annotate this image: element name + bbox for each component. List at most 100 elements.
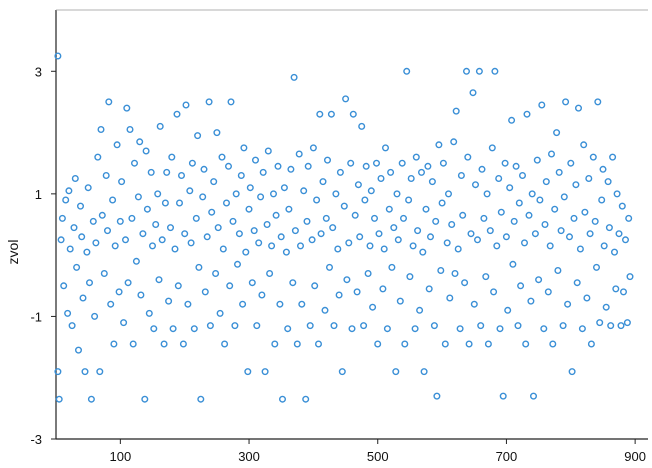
data-point [348, 325, 356, 333]
data-point [105, 98, 113, 106]
data-point [593, 263, 601, 271]
x-tick-label: 500 [367, 449, 389, 464]
data-point [64, 309, 72, 317]
data-point [557, 227, 565, 235]
data-point [564, 300, 572, 308]
data-point [199, 193, 207, 201]
data-point [422, 205, 430, 213]
data-point [570, 214, 578, 222]
data-point [478, 165, 486, 173]
data-point [316, 110, 324, 118]
data-point [480, 214, 488, 222]
data-point [213, 129, 221, 137]
data-point [169, 325, 177, 333]
data-point [68, 322, 76, 330]
data-point [380, 245, 388, 253]
data-point [450, 138, 458, 146]
data-point [390, 224, 398, 232]
data-point [360, 322, 368, 330]
data-point [66, 245, 74, 253]
data-point [620, 288, 628, 296]
data-point [285, 205, 293, 213]
data-point [244, 368, 252, 376]
data-point [160, 340, 168, 348]
data-point [182, 101, 190, 109]
data-point [126, 125, 134, 133]
y-tick-label: 1 [35, 187, 42, 202]
data-point [155, 276, 163, 284]
data-point [321, 306, 329, 314]
data-point [470, 300, 478, 308]
data-point [475, 67, 483, 75]
data-point [461, 279, 469, 287]
data-point [175, 199, 183, 207]
data-point [287, 165, 295, 173]
data-point [284, 325, 292, 333]
data-point [124, 279, 132, 287]
data-point [94, 153, 102, 161]
x-tick-label: 100 [109, 449, 131, 464]
data-point [412, 153, 420, 161]
data-point [427, 233, 435, 241]
data-point [54, 368, 62, 376]
data-point [400, 214, 408, 222]
data-point [441, 340, 449, 348]
data-point [229, 217, 237, 225]
data-point [377, 174, 385, 182]
data-point [371, 214, 379, 222]
data-point [435, 141, 443, 149]
data-point [181, 230, 189, 238]
data-point [70, 224, 78, 232]
data-point [581, 208, 589, 216]
data-point [253, 322, 261, 330]
data-point [364, 270, 372, 278]
data-point [203, 233, 211, 241]
data-point [446, 294, 454, 302]
data-point [150, 325, 158, 333]
data-point [405, 196, 413, 204]
data-point [208, 208, 216, 216]
data-point [266, 270, 274, 278]
data-point [398, 159, 406, 167]
data-point [493, 242, 501, 250]
data-point [78, 233, 86, 241]
data-point [71, 174, 79, 182]
data-point [420, 368, 428, 376]
data-point [382, 144, 390, 152]
data-point [237, 171, 245, 179]
plot-frame [55, 9, 648, 440]
data-point [353, 288, 361, 296]
data-point [200, 165, 208, 173]
data-point [111, 242, 119, 250]
data-point [324, 156, 332, 164]
data-point [403, 67, 411, 75]
data-point [329, 224, 337, 232]
data-point [60, 282, 68, 290]
data-point [512, 162, 520, 170]
data-point [612, 285, 620, 293]
x-tick-label: 300 [238, 449, 260, 464]
data-point [437, 267, 445, 275]
data-point [626, 273, 634, 281]
data-point [205, 98, 213, 106]
data-point [319, 178, 327, 186]
data-point [179, 340, 187, 348]
data-point [419, 248, 427, 256]
data-point [139, 230, 147, 238]
data-point [246, 184, 254, 192]
data-point [289, 279, 297, 287]
data-point [210, 178, 218, 186]
data-point [302, 395, 310, 403]
data-point [257, 193, 265, 201]
data-point [369, 303, 377, 311]
data-point [121, 236, 129, 244]
data-point [424, 162, 432, 170]
data-point [194, 132, 202, 140]
data-point [375, 230, 383, 238]
data-point [586, 230, 594, 238]
data-point [259, 168, 267, 176]
data-point [583, 294, 591, 302]
data-point [541, 220, 549, 228]
data-point [383, 325, 391, 333]
data-point [430, 322, 438, 330]
